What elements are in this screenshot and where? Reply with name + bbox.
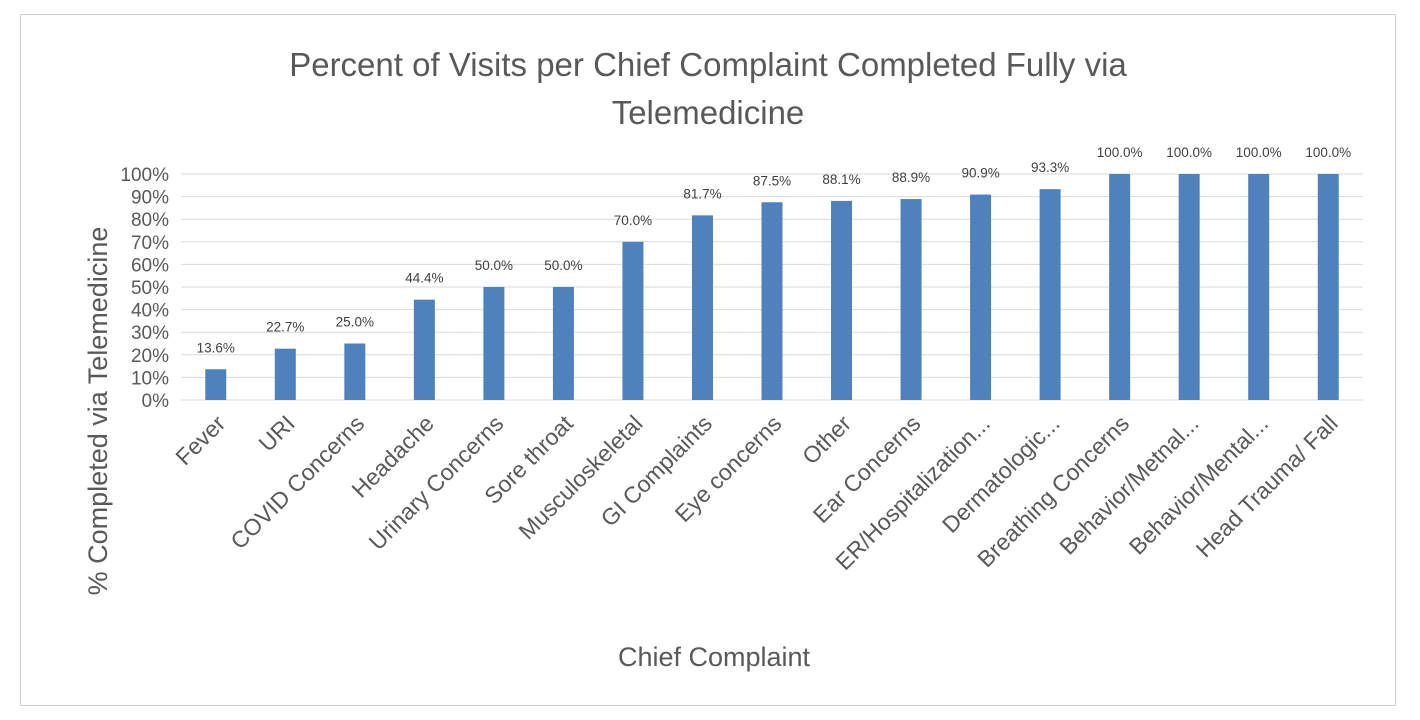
- data-label: 13.6%: [197, 340, 235, 355]
- data-label: 81.7%: [683, 186, 721, 201]
- bar: [1178, 174, 1200, 400]
- y-tick-label: 0%: [142, 391, 170, 412]
- y-tick-label: 70%: [131, 233, 169, 254]
- chart-title-line-2: Telemedicine: [612, 94, 805, 131]
- bar: [900, 199, 922, 400]
- y-tick-label: 50%: [131, 278, 169, 299]
- y-tick-label: 100%: [120, 165, 169, 186]
- data-label: 50.0%: [475, 258, 513, 273]
- bar: [1248, 174, 1270, 400]
- x-category-label: Dermatologic...: [937, 410, 1065, 538]
- bar-chart: Percent of Visits per Chief Complaint Co…: [83, 46, 1363, 672]
- chart-frame: Percent of Visits per Chief Complaint Co…: [20, 14, 1396, 706]
- data-label: 100.0%: [1236, 145, 1282, 160]
- data-label: 22.7%: [266, 320, 304, 335]
- data-label: 93.3%: [1031, 160, 1069, 175]
- data-label: 100.0%: [1305, 145, 1351, 160]
- bar: [483, 287, 505, 400]
- y-axis-ticks: 0%10%20%30%40%50%60%70%80%90%100%: [120, 165, 169, 412]
- data-label: 25.0%: [336, 315, 374, 330]
- bar: [691, 215, 713, 400]
- bar: [622, 241, 644, 400]
- bar: [761, 202, 783, 400]
- y-tick-label: 20%: [131, 346, 169, 367]
- data-label: 44.4%: [405, 271, 443, 286]
- bar: [274, 348, 296, 400]
- bar: [831, 200, 853, 400]
- x-axis-title: Chief Complaint: [618, 642, 811, 672]
- data-label: 50.0%: [544, 258, 582, 273]
- bar: [413, 299, 435, 400]
- bar: [1109, 174, 1131, 400]
- y-tick-label: 90%: [131, 188, 169, 209]
- y-axis-title: % Completed via Telemedicine: [83, 227, 113, 596]
- x-category-label: Musculoskeletal: [513, 410, 647, 544]
- data-label: 88.1%: [822, 172, 860, 187]
- bar: [970, 194, 992, 400]
- bar: [344, 343, 366, 400]
- y-tick-label: 80%: [131, 210, 169, 231]
- y-tick-label: 40%: [131, 301, 169, 322]
- data-label: 70.0%: [614, 213, 652, 228]
- data-label: 88.9%: [892, 170, 930, 185]
- data-label: 90.9%: [961, 166, 999, 181]
- data-label: 100.0%: [1097, 145, 1143, 160]
- y-tick-label: 30%: [131, 323, 169, 344]
- bar: [1039, 189, 1061, 400]
- x-category-label: URI: [253, 410, 299, 456]
- bar: [205, 369, 227, 400]
- chart-title-line-1: Percent of Visits per Chief Complaint Co…: [289, 46, 1127, 83]
- bar: [1317, 174, 1339, 400]
- x-category-label: Fever: [170, 410, 230, 470]
- y-tick-label: 60%: [131, 255, 169, 276]
- data-label: 87.5%: [753, 173, 791, 188]
- data-labels: 13.6% 22.7% 25.0% 44.4% 50.0% 50.0% 70.0% 81.7%…: [197, 145, 1352, 355]
- x-category-label: Other: [797, 410, 856, 469]
- y-tick-label: 10%: [131, 368, 169, 389]
- bar: [552, 287, 574, 400]
- data-label: 100.0%: [1166, 145, 1212, 160]
- bars: [205, 174, 1339, 400]
